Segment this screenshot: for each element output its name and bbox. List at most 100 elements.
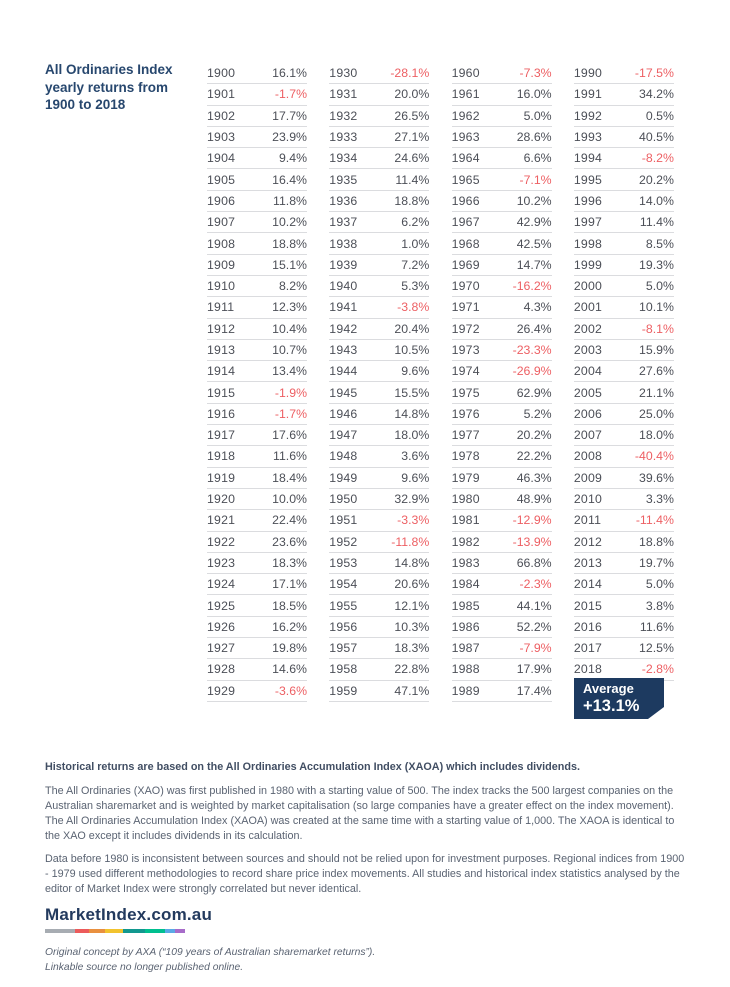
year-cell: 1911 [207, 300, 235, 315]
return-value-cell: 11.6% [639, 619, 674, 634]
year-cell: 1997 [573, 215, 603, 230]
return-row: 1982 -13.9% [451, 532, 552, 553]
year-cell: 1958 [329, 662, 358, 677]
return-row: 1953 14.8% [329, 553, 430, 575]
year-cell: 2009 [573, 470, 603, 485]
return-value-cell: 18.5% [272, 598, 307, 613]
year-cell: 1953 [329, 555, 358, 570]
return-row: 1971 4.3% [451, 297, 552, 319]
footnotes: Historical returns are based on the All … [45, 760, 687, 905]
return-value-cell: 18.3% [394, 641, 430, 656]
return-value-cell: 10.0% [272, 492, 307, 507]
return-value-cell: 48.9% [516, 492, 552, 507]
page-title-line3: 1900 to 2018 [45, 97, 126, 112]
return-row: 1917 17.6% [207, 425, 307, 447]
returns-column: 1960 -7.3% 1961 16.0% 1962 5.0% 1963 28.6% 1964 6… [451, 63, 552, 702]
return-row: 1942 20.4% [329, 319, 430, 340]
return-row: 1992 0.5% [573, 106, 674, 127]
year-cell: 1961 [451, 87, 480, 102]
return-row: 1900 16.1% [207, 63, 307, 85]
return-value-cell: 1.0% [401, 236, 430, 251]
return-value-cell: -12.9% [512, 513, 552, 528]
year-cell: 1948 [329, 449, 358, 464]
return-row: 1957 18.3% [329, 638, 430, 660]
return-value-cell: 42.5% [516, 236, 552, 251]
return-row: 1916 -1.7% [207, 404, 307, 426]
return-row: 1999 19.3% [573, 255, 674, 276]
year-cell: 1902 [207, 108, 236, 123]
return-row: 1958 22.8% [329, 659, 430, 681]
return-value-cell: 10.2% [272, 215, 307, 230]
return-row: 1923 18.3% [207, 553, 307, 575]
year-cell: 1999 [573, 257, 603, 272]
return-value-cell: 14.8% [394, 555, 430, 570]
year-cell: 1967 [451, 215, 480, 230]
return-value-cell: 3.8% [645, 598, 674, 613]
return-value-cell: 8.5% [645, 236, 674, 251]
return-value-cell: -2.3% [519, 577, 552, 592]
year-cell: 1970 [451, 279, 480, 294]
return-value-cell: 26.4% [516, 321, 552, 336]
return-value-cell: 9.6% [401, 470, 430, 485]
return-value-cell: -8.1% [641, 321, 674, 336]
return-value-cell: 17.1% [272, 577, 307, 592]
return-value-cell: -2.8% [641, 662, 674, 677]
year-cell: 1908 [207, 236, 236, 251]
return-value-cell: 27.1% [394, 130, 430, 145]
return-value-cell: 47.1% [394, 683, 430, 698]
return-value-cell: 12.1% [394, 598, 430, 613]
return-row: 1952 -11.8% [329, 532, 430, 553]
return-row: 1963 28.6% [451, 127, 552, 149]
year-cell: 2012 [573, 534, 603, 549]
average-label: Average [583, 681, 634, 696]
return-row: 1943 10.5% [329, 340, 430, 362]
year-cell: 1931 [329, 87, 358, 102]
return-row: 1984 -2.3% [451, 574, 552, 596]
year-cell: 1994 [573, 151, 603, 166]
year-cell: 1985 [451, 598, 480, 613]
year-cell: 1974 [451, 364, 480, 379]
year-cell: 1982 [451, 534, 480, 549]
return-row: 2013 19.7% [573, 553, 674, 575]
year-cell: 1907 [207, 215, 236, 230]
year-cell: 1993 [573, 130, 603, 145]
return-value-cell: -3.6% [274, 683, 307, 698]
return-value-cell: 18.4% [272, 470, 307, 485]
return-value-cell: 28.6% [516, 130, 552, 145]
return-row: 1980 48.9% [451, 489, 552, 511]
return-row: 1926 16.2% [207, 617, 307, 639]
year-cell: 1973 [451, 343, 480, 357]
return-row: 1908 18.8% [207, 233, 307, 255]
return-row: 2010 3.3% [573, 489, 674, 511]
year-cell: 1918 [207, 449, 236, 464]
return-value-cell: 46.3% [516, 470, 552, 485]
return-value-cell: 10.5% [394, 343, 430, 357]
year-cell: 1933 [329, 130, 358, 145]
return-value-cell: 27.6% [639, 364, 674, 379]
return-row: 1954 20.6% [329, 574, 430, 596]
return-row: 1934 24.6% [329, 148, 430, 170]
return-row: 2011 -11.4% [573, 510, 674, 532]
average-badge: Average +13.1% [574, 678, 664, 719]
return-row: 1964 6.6% [451, 148, 552, 170]
return-row: 1987 -7.9% [451, 638, 552, 660]
year-cell: 2016 [573, 619, 603, 634]
year-cell: 1917 [207, 428, 236, 443]
return-row: 1911 12.3% [207, 297, 307, 319]
return-value-cell: 18.3% [272, 555, 307, 570]
return-value-cell: 7.2% [401, 257, 430, 272]
return-row: 1994 -8.2% [573, 148, 674, 170]
year-cell: 1940 [329, 279, 358, 294]
return-value-cell: 10.7% [272, 343, 307, 357]
return-value-cell: 16.1% [272, 66, 307, 81]
page-title: All Ordinaries Index yearly returns from… [45, 61, 215, 114]
year-cell: 1942 [329, 321, 358, 336]
marketindex-logo-link[interactable]: MarketIndex.com.au [45, 905, 213, 924]
return-row: 1901 -1.7% [207, 84, 307, 106]
footnote-paragraph-2: Data before 1980 is inconsistent between… [45, 853, 685, 895]
return-row: 1979 46.3% [451, 468, 552, 489]
brand-block: MarketIndex.com.au Original concept by A… [45, 905, 687, 975]
return-row: 1997 11.4% [573, 212, 674, 234]
return-row: 1941 -3.8% [329, 297, 430, 319]
return-value-cell: 20.2% [516, 428, 552, 443]
